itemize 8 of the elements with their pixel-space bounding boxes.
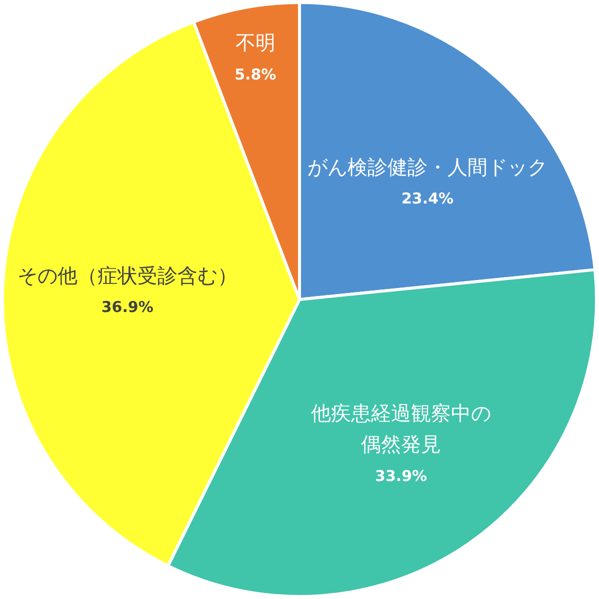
data-label: 23.4% [401,190,454,208]
slice-label: 不明 [235,30,276,55]
slice-label: がん検診健診・人間ドック [308,154,548,179]
data-label: 36.9% [101,298,154,316]
data-label: 5.8% [234,65,276,84]
data-label: 33.9% [375,466,428,485]
slice-label: 他疾患経過観察中の偶然発見 [311,401,492,456]
slice-label: その他（症状受診含む） [17,263,238,288]
